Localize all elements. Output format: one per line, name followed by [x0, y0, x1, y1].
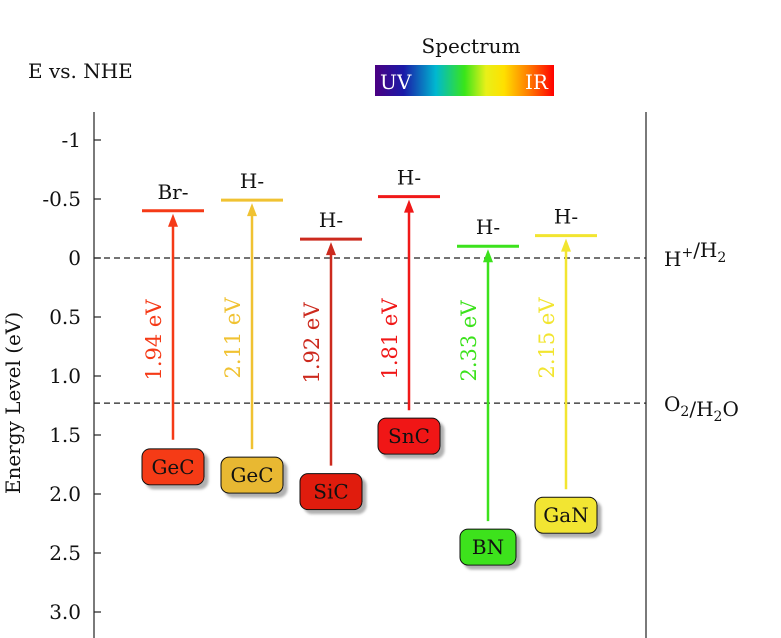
y-axis-label: Energy Level (eV): [1, 312, 25, 494]
material-badge: [377, 417, 441, 455]
y-tick-label: 2.0: [49, 482, 81, 506]
y-tick-label: -1: [62, 128, 81, 152]
conduction-band-label: H-: [397, 166, 421, 190]
y-tick-label: 0.5: [49, 305, 81, 329]
material-name: GeC: [151, 455, 194, 479]
y-tick-label: 1.5: [49, 423, 81, 447]
y-tick-label: 3.0: [49, 600, 81, 624]
conduction-band-label: H-: [476, 215, 500, 239]
spectrum-uv-label: UV: [380, 70, 412, 94]
material-badge: [459, 528, 517, 566]
arrow-head: [561, 238, 571, 252]
material-gan-6: H- 2.15 eV GaN: [534, 205, 598, 534]
arrow-head: [168, 213, 178, 227]
arrow-head: [247, 203, 257, 217]
y-tick-label: 2.5: [49, 541, 81, 565]
material-name: SnC: [388, 424, 430, 448]
arrow-head: [404, 199, 414, 213]
conduction-band-label: H-: [240, 169, 264, 193]
material-badge: [141, 448, 205, 486]
material-name: BN: [472, 535, 504, 559]
diagram-title: E vs. NHE: [28, 59, 133, 83]
spectrum-ir-label: IR: [525, 70, 549, 94]
band-gap-label: 1.92 eV: [300, 302, 324, 384]
material-sic-3: H- 1.92 eV SiC: [299, 208, 363, 511]
material-gec-2: H- 2.11 eV GeC: [220, 169, 284, 494]
material-name: GeC: [230, 463, 273, 487]
material-gec-1: Br- 1.94 eV GeC: [141, 180, 205, 486]
reference-label: O2/H2O: [664, 392, 739, 425]
conduction-band-label: H-: [554, 205, 578, 229]
y-tick-label: 0: [68, 246, 81, 270]
band-gap-label: 2.15 eV: [535, 297, 559, 379]
y-tick-label: 1.0: [49, 364, 81, 388]
arrow-head: [326, 242, 336, 256]
material-badge: [220, 456, 284, 494]
arrow-head: [483, 249, 493, 263]
conduction-band-label: Br-: [157, 180, 188, 204]
spectrum-title: Spectrum: [422, 34, 521, 58]
material-snc-4: H- 1.81 eV SnC: [377, 166, 441, 455]
conduction-band-label: H-: [319, 208, 343, 232]
material-name: SiC: [313, 480, 348, 504]
material-name: GaN: [543, 503, 588, 527]
material-bn-5: H- 2.33 eV BN: [457, 215, 519, 566]
band-gap-label: 2.33 eV: [457, 300, 481, 382]
y-axis-ticks: -1 -0.5 0 0.5 1.0 1.5 2.0 2.5 3.0: [42, 128, 101, 624]
reference-lines: H+/H2 O2/H2O: [94, 238, 739, 425]
band-gap-label: 1.81 eV: [378, 298, 402, 380]
material-badge: [299, 473, 363, 511]
band-gap-label: 1.94 eV: [142, 299, 166, 381]
material-badge: [534, 496, 598, 534]
y-tick-label: -0.5: [42, 187, 81, 211]
band-gap-label: 2.11 eV: [221, 297, 245, 379]
reference-label: H+/H2: [664, 238, 726, 271]
spectrum-bar: [375, 65, 554, 96]
materials: Br- 1.94 eV GeC H- 2.11 eV GeC H- 1.92 eV SiC H- 1…: [141, 166, 598, 566]
